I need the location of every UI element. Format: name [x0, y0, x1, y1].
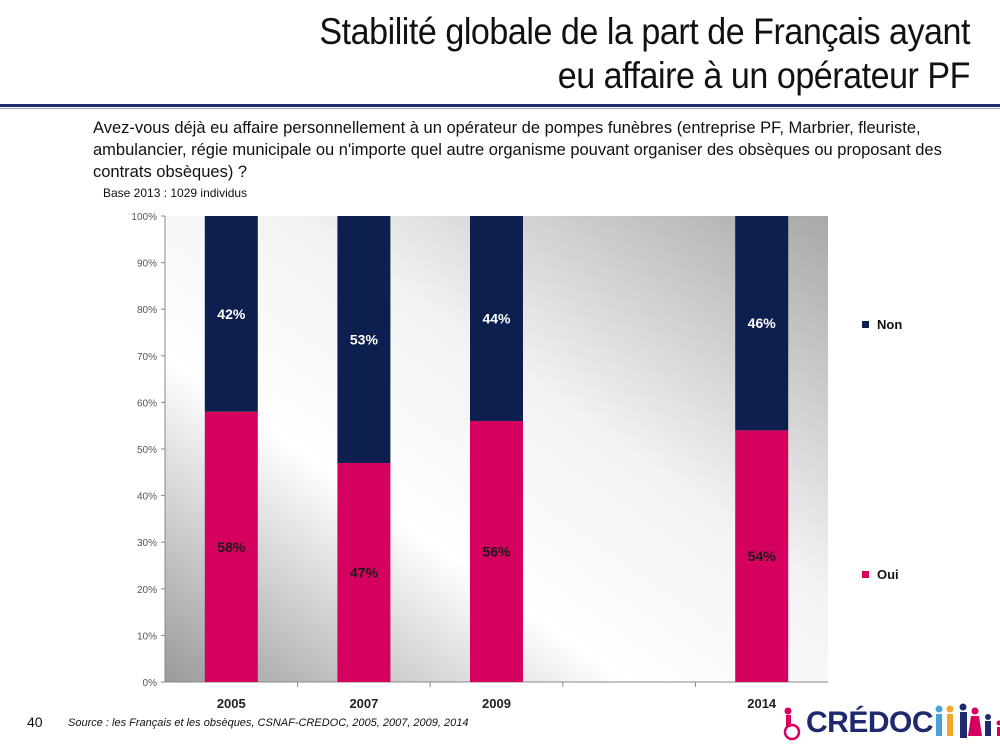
bar-non: [470, 216, 523, 422]
data-label: 44%: [482, 311, 511, 327]
bar-non: [204, 216, 258, 412]
x-tick-label: 2009: [482, 696, 511, 711]
bar-non: [735, 216, 789, 431]
data-label: 54%: [748, 548, 777, 564]
y-tick-label: 20%: [137, 585, 157, 596]
credoc-logo: CRÉDOC: [780, 703, 1000, 743]
legend-label-non: Non: [877, 317, 902, 332]
title-divider-thin: [0, 108, 1000, 109]
source-note: Source : les Français et les obsèques, C…: [68, 717, 469, 729]
legend-label-oui: Oui: [877, 567, 899, 582]
bar-oui: [470, 421, 523, 682]
legend-swatch-non: [862, 321, 869, 328]
wheelchair-icon: [783, 707, 801, 741]
data-label: 56%: [482, 544, 511, 560]
data-label: 58%: [217, 539, 246, 555]
y-tick-label: 40%: [137, 492, 157, 503]
legend-swatch-oui: [862, 571, 869, 578]
y-tick-label: 10%: [137, 631, 157, 642]
y-tick-label: 80%: [137, 305, 157, 316]
y-tick-label: 90%: [137, 259, 157, 270]
slide-title: Stabilité globale de la part de Français…: [142, 10, 970, 98]
bar-oui: [735, 430, 789, 682]
x-tick-label: 2007: [349, 696, 378, 711]
y-tick-label: 0%: [143, 678, 158, 689]
bar-oui: [337, 462, 391, 682]
base-note: Base 2013 : 1029 individus: [103, 186, 248, 200]
y-tick-label: 30%: [137, 538, 157, 549]
data-label: 47%: [350, 564, 379, 580]
data-label: 46%: [748, 315, 777, 331]
title-divider: [0, 104, 1000, 107]
y-tick-label: 100%: [131, 212, 157, 223]
data-label: 53%: [350, 331, 379, 347]
title-line-2: eu affaire à un opérateur PF: [557, 55, 971, 96]
x-tick-label: 2014: [747, 696, 777, 711]
y-tick-label: 70%: [137, 352, 157, 363]
data-label: 42%: [217, 306, 246, 322]
y-tick-label: 50%: [137, 445, 157, 456]
y-tick-label: 60%: [137, 398, 157, 409]
bar-non: [337, 216, 391, 463]
x-tick-label: 2005: [217, 696, 246, 711]
family-figures-icon: [935, 703, 1000, 738]
survey-question: Avez-vous déjà eu affaire personnellemen…: [93, 119, 942, 181]
title-line-1: Stabilité globale de la part de Français…: [319, 11, 970, 52]
logo-text: CRÉDOC: [806, 706, 934, 739]
bar-oui: [204, 411, 258, 682]
page-number: 40: [27, 714, 43, 730]
